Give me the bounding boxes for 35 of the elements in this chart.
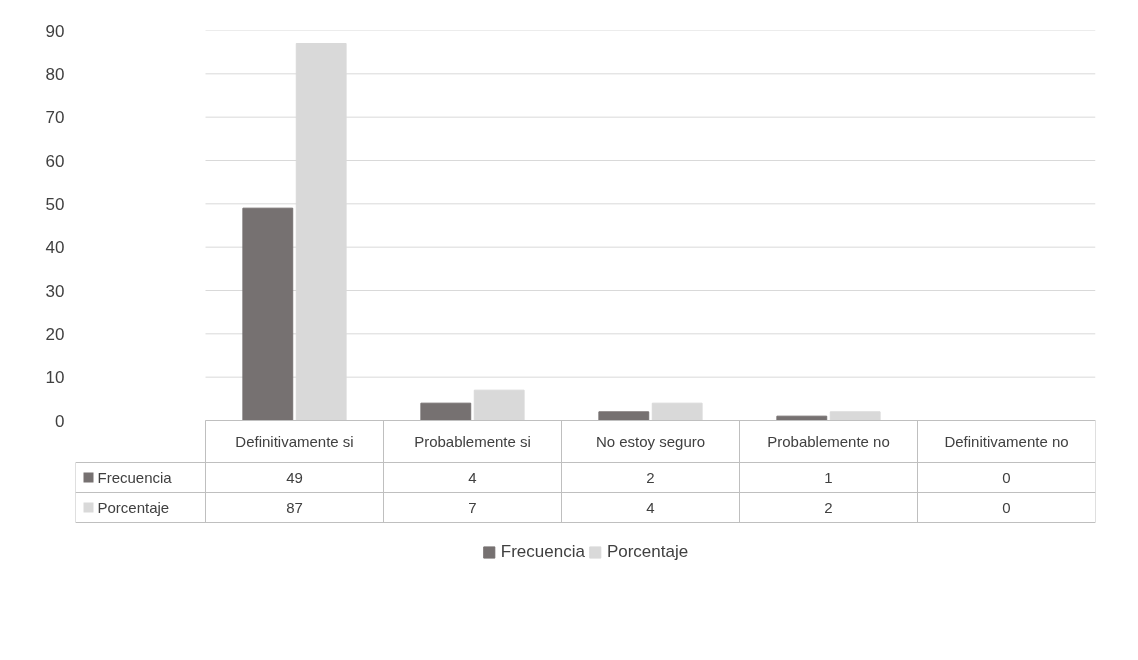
y-tick-label: 70 <box>45 108 65 128</box>
x-tick-label: Probablemente no <box>767 433 890 450</box>
x-tick-label: Definitivamente no <box>944 433 1069 450</box>
data-label: 7 <box>468 498 477 516</box>
bar <box>242 207 294 421</box>
x-tick-label: Definitivamente si <box>235 433 354 450</box>
data-label: 87 <box>286 498 303 516</box>
text: Porcentaje <box>97 499 170 516</box>
x-tick-label: Probablemente si <box>414 433 531 450</box>
bar <box>829 411 881 421</box>
data-label: 49 <box>286 468 303 486</box>
text: Frecuencia <box>500 542 585 561</box>
y-tick-label: 60 <box>45 151 65 171</box>
data-label: 0 <box>1002 498 1011 516</box>
data-label: 4 <box>646 498 655 516</box>
bar <box>473 389 525 421</box>
legend-label: Porcentaje <box>606 542 689 562</box>
data-label: 2 <box>646 468 655 486</box>
y-tick-label: 80 <box>45 64 65 84</box>
y-tick-label: 90 <box>45 21 65 41</box>
data-label: 2 <box>824 498 833 516</box>
data-label: 0 <box>1002 468 1011 486</box>
y-tick-label: 40 <box>45 238 65 258</box>
y-tick-label: 50 <box>45 194 65 214</box>
bar <box>420 402 472 421</box>
bar <box>651 402 703 421</box>
y-tick-label: 10 <box>45 368 65 388</box>
y-tick-label: 30 <box>45 281 65 301</box>
data-label: 4 <box>468 468 477 486</box>
x-tick-label: No estoy seguro <box>595 433 706 450</box>
legend-label: Frecuencia <box>97 469 173 486</box>
y-tick-label: 20 <box>45 324 65 344</box>
y-tick-label: 0 <box>55 411 65 431</box>
bar <box>598 411 650 421</box>
data-label: 1 <box>824 468 833 486</box>
